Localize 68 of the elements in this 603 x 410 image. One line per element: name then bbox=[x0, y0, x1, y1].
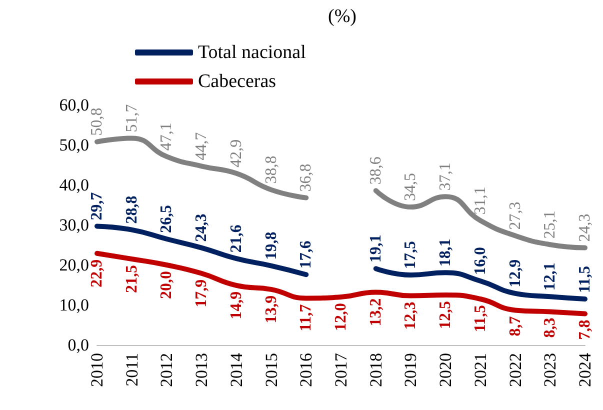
data-label: 25,1 bbox=[542, 210, 559, 239]
y-tick-label: 60,0 bbox=[59, 96, 89, 114]
y-tick-label: 0,0 bbox=[68, 336, 89, 354]
x-tick-label: 2015 bbox=[262, 353, 281, 387]
data-label: 36,8 bbox=[298, 164, 315, 192]
data-label: 47,1 bbox=[158, 122, 176, 151]
y-tick-label: 30,0 bbox=[59, 216, 89, 234]
x-tick-label: 2013 bbox=[192, 353, 212, 387]
data-label: 22,9 bbox=[88, 259, 106, 288]
data-label: 12,9 bbox=[506, 259, 524, 288]
data-label: 24,3 bbox=[193, 214, 210, 242]
x-tick-label: 2016 bbox=[296, 353, 316, 387]
data-label: 18,1 bbox=[437, 238, 454, 267]
x-tick-label: 2010 bbox=[88, 353, 106, 387]
x-tick-label: 2022 bbox=[506, 353, 525, 387]
data-label: 8,3 bbox=[542, 318, 559, 338]
data-label: 13,2 bbox=[367, 298, 384, 326]
data-label: 12,0 bbox=[332, 303, 350, 331]
data-label: 34,5 bbox=[402, 173, 420, 201]
x-tick-label: 2021 bbox=[470, 353, 490, 387]
x-tick-label: 2014 bbox=[226, 352, 246, 387]
data-label: 17,6 bbox=[298, 240, 315, 269]
x-tick-label: 2018 bbox=[366, 353, 386, 387]
data-label: 38,8 bbox=[262, 156, 280, 184]
data-label: 12,3 bbox=[402, 302, 420, 330]
data-label: 11,5 bbox=[472, 305, 489, 332]
x-tick-label: 2023 bbox=[540, 353, 560, 387]
data-label: 21,6 bbox=[228, 224, 245, 253]
data-label: 7,8 bbox=[576, 320, 594, 340]
legend-label: Total nacional bbox=[198, 42, 306, 63]
y-tick-label: 50,0 bbox=[59, 136, 89, 154]
data-label: 12,1 bbox=[542, 262, 559, 291]
x-tick-label: 2017 bbox=[332, 352, 350, 387]
data-label: 24,3 bbox=[576, 214, 594, 242]
data-label: 8,7 bbox=[506, 316, 524, 336]
chart-title: (%) bbox=[328, 6, 356, 27]
data-label: 50,8 bbox=[88, 108, 106, 136]
x-tick-label: 2024 bbox=[576, 352, 594, 387]
y-tick-label: 20,0 bbox=[59, 256, 89, 274]
x-tick-label: 2011 bbox=[122, 353, 142, 386]
data-label: 11,5 bbox=[576, 266, 594, 293]
data-label: 31,1 bbox=[472, 186, 489, 215]
legend-label: Cabeceras bbox=[198, 71, 276, 92]
data-label: 51,7 bbox=[123, 104, 140, 132]
x-tick-label: 2012 bbox=[157, 353, 176, 387]
data-label: 16,0 bbox=[472, 247, 489, 275]
data-label: 20,0 bbox=[158, 271, 176, 299]
data-label: 38,6 bbox=[367, 156, 384, 185]
data-label: 19,1 bbox=[367, 234, 384, 263]
data-label: 44,7 bbox=[193, 132, 210, 160]
data-label: 42,9 bbox=[228, 139, 245, 168]
y-tick-label: 10,0 bbox=[59, 296, 89, 314]
data-label: 29,7 bbox=[88, 192, 106, 220]
data-label: 19,8 bbox=[262, 232, 280, 260]
data-label: 11,7 bbox=[298, 304, 315, 332]
data-label: 27,3 bbox=[506, 202, 524, 230]
data-label: 17,9 bbox=[193, 279, 210, 308]
data-label: 13,9 bbox=[262, 295, 280, 324]
y-tick-label: 40,0 bbox=[59, 176, 89, 194]
x-tick-label: 2020 bbox=[436, 353, 456, 387]
data-label: 21,5 bbox=[123, 265, 140, 293]
x-tick-label: 2019 bbox=[401, 353, 420, 387]
data-label: 17,5 bbox=[402, 241, 420, 269]
data-label: 26,5 bbox=[158, 205, 176, 233]
data-label: 14,9 bbox=[228, 291, 245, 320]
data-label: 37,1 bbox=[437, 162, 454, 191]
data-label: 28,8 bbox=[123, 196, 140, 224]
data-label: 12,5 bbox=[437, 301, 454, 329]
